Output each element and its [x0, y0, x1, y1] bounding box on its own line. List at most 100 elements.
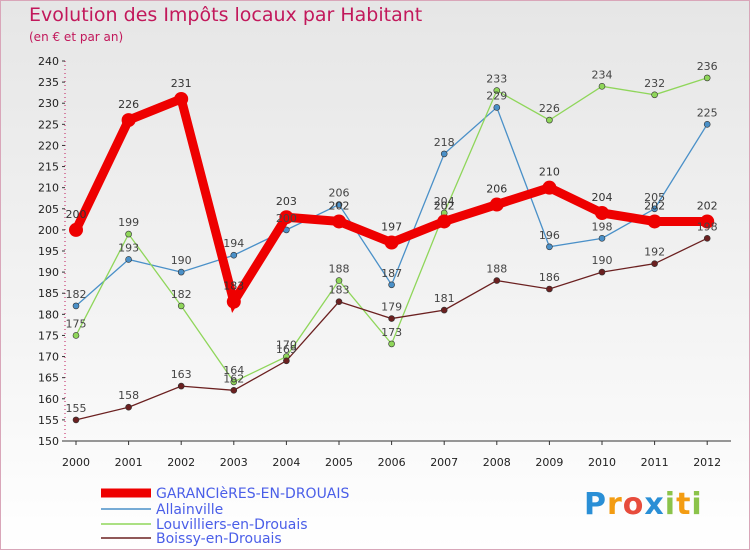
- data-point: [388, 315, 395, 322]
- data-label: 186: [539, 271, 560, 284]
- data-point: [651, 260, 658, 267]
- data-point: [493, 87, 501, 94]
- data-point: [335, 298, 343, 305]
- proxiti-logo: Proxiti: [584, 487, 703, 522]
- data-label: 229: [486, 89, 507, 102]
- data-label: 218: [434, 136, 455, 149]
- axes: 150 155 160 165 170 175 180 185 190 195 200 205 210 2…: [38, 55, 731, 469]
- x-tick-label: 2009: [535, 456, 563, 469]
- data-label: 200: [276, 212, 297, 225]
- data-label: 158: [118, 389, 139, 402]
- data-point: [598, 83, 606, 90]
- data-point: [388, 281, 395, 289]
- data-label: 206: [329, 187, 350, 200]
- y-tick-label: 150: [38, 435, 59, 448]
- data-label: 183: [223, 280, 244, 293]
- data-label: 155: [66, 402, 87, 415]
- chart-subtitle: (en € et par an): [29, 30, 124, 44]
- data-label: 194: [223, 237, 244, 250]
- data-point: [440, 306, 448, 314]
- data-point: [226, 294, 241, 309]
- data-label: 233: [486, 73, 507, 86]
- data-point: [493, 104, 501, 111]
- y-tick-label: 220: [38, 139, 59, 152]
- data-label: 232: [644, 77, 665, 90]
- x-tick-label: 2003: [220, 456, 248, 469]
- data-label: 187: [381, 267, 402, 280]
- data-point: [230, 387, 238, 394]
- data-label: 198: [697, 220, 718, 233]
- data-label: 188: [486, 263, 507, 276]
- data-point: [125, 230, 132, 238]
- y-tick-label: 210: [38, 182, 59, 195]
- data-label: 202: [434, 199, 455, 212]
- data-label: 236: [697, 60, 718, 73]
- data-point: [388, 340, 395, 348]
- data-label: 199: [118, 216, 139, 229]
- data-label: 231: [171, 77, 192, 90]
- data-point: [703, 74, 711, 82]
- data-label: 204: [434, 195, 455, 208]
- data-point: [700, 214, 715, 229]
- data-point: [651, 91, 658, 99]
- data-label: 163: [171, 368, 192, 381]
- data-label: 226: [539, 102, 560, 115]
- data-point: [332, 214, 346, 229]
- y-tick-label: 235: [38, 76, 59, 89]
- data-point: [546, 285, 553, 293]
- data-point: [283, 357, 290, 365]
- data-label: 234: [592, 68, 613, 81]
- legend-label: Allainville: [156, 502, 223, 518]
- data-point: [174, 92, 189, 106]
- data-label: 200: [66, 208, 87, 221]
- x-tick-label: 2005: [325, 456, 353, 469]
- x-tick-label: 2002: [167, 456, 195, 469]
- legend: GARANCIèRES-EN-DROUAISAllainvilleLouvill…: [101, 486, 350, 547]
- data-label: 169: [276, 343, 297, 356]
- data-point: [121, 113, 136, 128]
- data-point: [546, 243, 553, 251]
- x-tick-label: 2001: [115, 456, 143, 469]
- y-tick-label: 190: [38, 266, 59, 279]
- data-point: [125, 256, 132, 263]
- data-label: 164: [223, 364, 244, 377]
- x-tick-label: 2012: [693, 456, 721, 469]
- data-point: [72, 302, 80, 310]
- data-point: [493, 277, 501, 284]
- data-point: [69, 222, 83, 237]
- data-label: 193: [118, 241, 139, 254]
- data-label: 206: [486, 183, 507, 196]
- y-tick-label: 225: [38, 118, 59, 131]
- data-label: 198: [592, 220, 613, 233]
- data-point: [335, 277, 343, 284]
- x-tick-label: 2007: [430, 456, 458, 469]
- data-label: 181: [434, 292, 455, 305]
- data-point: [335, 201, 343, 208]
- data-point: [279, 210, 294, 225]
- y-tick-label: 155: [38, 414, 59, 427]
- data-labels-layer: 182 193 190 194 200 206 187 218 229 196 198 205 225 1…: [66, 60, 718, 415]
- data-point: [177, 268, 185, 276]
- data-label: 162: [223, 372, 244, 385]
- data-point: [177, 382, 185, 390]
- data-label: 190: [171, 254, 192, 267]
- data-label: 205: [644, 191, 665, 204]
- data-label: 204: [592, 191, 613, 204]
- data-point: [595, 206, 609, 220]
- data-label: 226: [118, 98, 139, 111]
- data-label: 225: [697, 106, 718, 119]
- data-label: 202: [644, 199, 665, 212]
- y-tick-label: 180: [38, 308, 59, 321]
- y-tick-label: 160: [38, 393, 59, 406]
- data-point: [647, 214, 662, 229]
- x-tick-label: 2008: [483, 456, 511, 469]
- data-point: [542, 180, 557, 195]
- data-label: 183: [329, 284, 350, 297]
- x-tick-label: 2000: [62, 456, 90, 469]
- data-point: [125, 403, 132, 411]
- data-label: 192: [644, 246, 665, 259]
- data-point: [651, 205, 658, 213]
- data-label: 202: [329, 199, 350, 212]
